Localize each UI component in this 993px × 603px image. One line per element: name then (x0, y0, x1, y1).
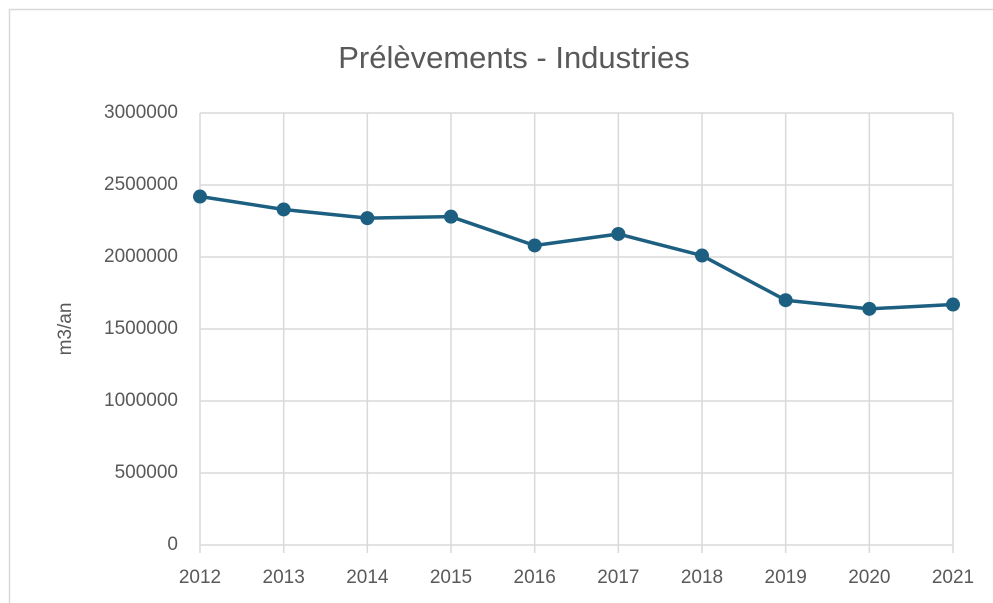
chart-title: Prélèvements - Industries (338, 40, 689, 75)
x-tick-label: 2013 (263, 567, 305, 588)
x-tick-label: 2015 (430, 567, 472, 588)
data-point (862, 301, 877, 316)
y-tick-label: 500000 (115, 462, 178, 483)
y-tick-label: 2000000 (104, 246, 178, 267)
x-tick-label: 2018 (681, 567, 723, 588)
data-point (193, 189, 207, 204)
y-tick-label: 0 (167, 534, 178, 555)
data-point (444, 209, 458, 224)
data-point (946, 297, 960, 312)
x-tick-label: 2012 (179, 567, 221, 588)
data-line (199, 194, 954, 311)
x-tick-label: 2020 (848, 567, 890, 588)
x-tick-label: 2016 (514, 567, 556, 588)
x-tick-label: 2014 (346, 567, 389, 588)
y-tick-label: 1500000 (104, 318, 178, 339)
x-tick-label: 2017 (597, 567, 639, 588)
data-point (611, 226, 626, 241)
data-point (360, 211, 375, 226)
data-point (778, 293, 793, 308)
x-tick-label: 2019 (765, 567, 807, 588)
data-point (527, 238, 542, 253)
y-tick-label: 1000000 (104, 390, 178, 411)
y-tick-label: 3000000 (104, 102, 178, 123)
x-tick-label: 2021 (932, 567, 974, 588)
y-tick-label: 2500000 (104, 174, 178, 195)
y-axis-label: m3/an (55, 303, 76, 356)
data-point (695, 248, 709, 263)
data-point (276, 202, 291, 217)
